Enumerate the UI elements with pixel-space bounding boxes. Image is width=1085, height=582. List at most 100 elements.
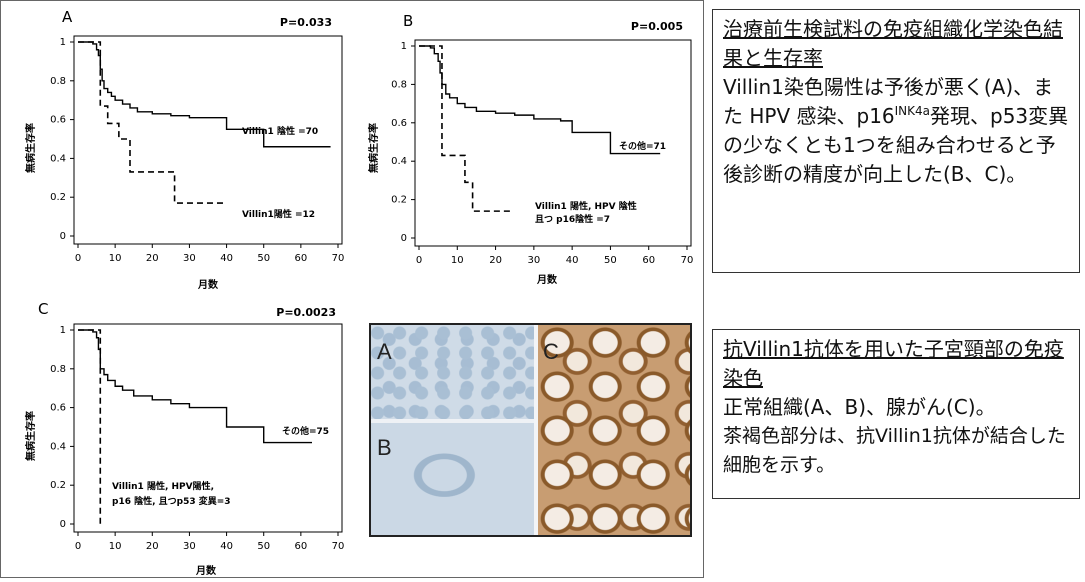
x-tick-label: 30: [183, 541, 196, 552]
y-tick-label: 0: [60, 519, 66, 530]
y-ticks: 0 0.2 0.4 0.6 0.8 1: [50, 37, 74, 242]
y-ticks: 0 0.2 0.4 0.6 0.8 1: [50, 325, 74, 530]
plot-frame: [73, 323, 343, 533]
y-ticks: 0 0.2 0.4 0.6 0.8 1: [391, 41, 415, 244]
survival-summary-box: 治療前生検試料の免疫組織化学染色結果と生存率 Villin1染色陽性は予後が悪く…: [712, 9, 1080, 273]
chart-frame: [414, 39, 692, 247]
series-line-dashed: [78, 329, 102, 525]
box-body: Villin1染色陽性は予後が悪く(A)、また HPV 感染、p16INK4a発…: [723, 73, 1069, 189]
series-line-dashed: [78, 41, 227, 204]
y-tick-label: 0.4: [50, 441, 66, 452]
chart-frame: [73, 35, 343, 245]
x-tick-label: 70: [332, 253, 345, 264]
x-tick-label: 70: [681, 255, 694, 266]
y-tick-label: 0.8: [391, 79, 407, 90]
x-tick-label: 50: [604, 255, 617, 266]
x-tick-label: 0: [75, 253, 81, 264]
x-tick-label: 20: [146, 541, 159, 552]
km-chart-c: C P=0.0023 0 0.2 0.4 0.6 0.8 1 0 10 20 30 40 50 60 7…: [24, 300, 345, 577]
p-value: P=0.0023: [276, 306, 336, 319]
box-body-text: Villin1染色陽性は予後が悪く(A)、また HPV 感染、p16: [723, 75, 1054, 128]
series-layer: [419, 45, 661, 212]
x-tick-label: 30: [527, 255, 540, 266]
x-tick-label: 20: [146, 253, 159, 264]
x-tick-label: 10: [451, 255, 464, 266]
x-tick-label: 70: [332, 541, 345, 552]
micrograph-normal-a: [371, 325, 534, 419]
series-layer: [78, 329, 312, 525]
x-tick-label: 10: [109, 541, 122, 552]
micro-label-c: C: [543, 339, 559, 364]
p-value: P=0.033: [280, 16, 332, 29]
p-value: P=0.005: [631, 20, 683, 33]
x-ticks: 0 10 20 30 40 50 60 70: [416, 246, 694, 266]
series-label-other: その他=71: [619, 140, 666, 152]
divider: [371, 419, 534, 423]
series-line-dashed: [419, 45, 511, 212]
y-tick-label: 0: [60, 231, 66, 242]
chart-frame: [73, 323, 343, 533]
staining-summary-box: 抗Villin1抗体を用いた子宮頸部の免疫染色 正常組織(A、B)、腺がん(C)…: [712, 329, 1080, 499]
y-tick-label: 0: [401, 233, 407, 244]
y-tick-label: 0.8: [50, 76, 66, 87]
x-tick-label: 40: [566, 255, 579, 266]
y-tick-label: 0.4: [50, 153, 66, 164]
divider: [534, 325, 538, 535]
box-body-line: 茶褐色部分は、抗Villin1抗体が結合した細胞を示す。: [723, 425, 1066, 476]
box-body-line: 正常組織(A、B)、腺がん(C)。: [723, 395, 996, 419]
micro-label-a: A: [377, 339, 392, 364]
x-tick-label: 0: [416, 255, 422, 266]
y-tick-label: 0.2: [391, 195, 407, 206]
y-axis-label: 無病生存率: [24, 411, 37, 461]
y-tick-label: 1: [60, 37, 66, 48]
x-ticks: 0 10 20 30 40 50 60 70: [75, 244, 345, 264]
series-line-solid: [78, 41, 331, 148]
series-line-solid: [419, 45, 661, 155]
km-chart-b: B P=0.005 0 0.2 0.4 0.6 0.8 1 0 10 20 30 40 50 60 70…: [367, 12, 694, 286]
series-label-group-2: 且つ p16陰性 =7: [535, 213, 610, 225]
x-ticks: 0 10 20 30 40 50 60 70: [75, 532, 345, 552]
y-tick-label: 0.6: [50, 115, 66, 126]
y-tick-label: 0.2: [50, 192, 66, 203]
y-axis-label: 無病生存率: [367, 123, 380, 173]
micrograph-normal-b: [371, 423, 534, 535]
micrograph: A B C: [369, 323, 692, 537]
y-tick-label: 0.4: [391, 156, 407, 167]
box-title: 抗Villin1抗体を用いた子宮頸部の免疫染色: [723, 337, 1064, 390]
y-tick-label: 0.6: [50, 403, 66, 414]
series-layer: [78, 41, 331, 204]
box-title: 治療前生検試料の免疫組織化学染色結果と生存率: [723, 17, 1063, 70]
x-tick-label: 60: [294, 253, 307, 264]
series-label-group-2: p16 陰性, 且つp53 変異=3: [112, 495, 231, 507]
series-label-other: その他=75: [282, 425, 329, 437]
plot-frame: [73, 35, 343, 245]
x-tick-label: 60: [642, 255, 655, 266]
x-axis-label: 月数: [195, 564, 217, 577]
panel-letter: A: [62, 8, 73, 26]
x-axis-label: 月数: [536, 273, 558, 286]
y-tick-label: 0.2: [50, 480, 66, 491]
x-tick-label: 10: [109, 253, 122, 264]
y-tick-label: 1: [401, 41, 407, 52]
micro-label-b: B: [377, 435, 392, 460]
superscript: INK4a: [894, 104, 931, 118]
km-chart-a: A P=0.033 0 0.2 0.4 0.6 0.8 1 0 10 20 30 40 50 60 70…: [24, 8, 345, 291]
x-tick-label: 40: [220, 541, 233, 552]
x-tick-label: 30: [183, 253, 196, 264]
series-label-negative: Villin1 陰性 =70: [242, 125, 318, 137]
box-body-text: 発現、p53変異の少なくとも1つを組み合わせると予後診断の精度が向上した(B、C…: [723, 104, 1069, 186]
y-tick-label: 1: [60, 325, 66, 336]
y-axis-label: 無病生存率: [24, 123, 37, 173]
series-label-group-1: Villin1 陽性, HPV陽性,: [112, 480, 214, 492]
series-line-solid: [78, 329, 312, 444]
x-axis-label: 月数: [197, 278, 219, 291]
plot-frame: [414, 39, 692, 247]
panel-letter: C: [38, 300, 48, 318]
y-tick-label: 0.6: [391, 118, 407, 129]
x-tick-label: 20: [489, 255, 502, 266]
x-tick-label: 50: [257, 541, 270, 552]
series-label-positive: Villin1陽性 =12: [242, 208, 315, 220]
x-tick-label: 40: [220, 253, 233, 264]
x-tick-label: 60: [294, 541, 307, 552]
y-tick-label: 0.8: [50, 364, 66, 375]
